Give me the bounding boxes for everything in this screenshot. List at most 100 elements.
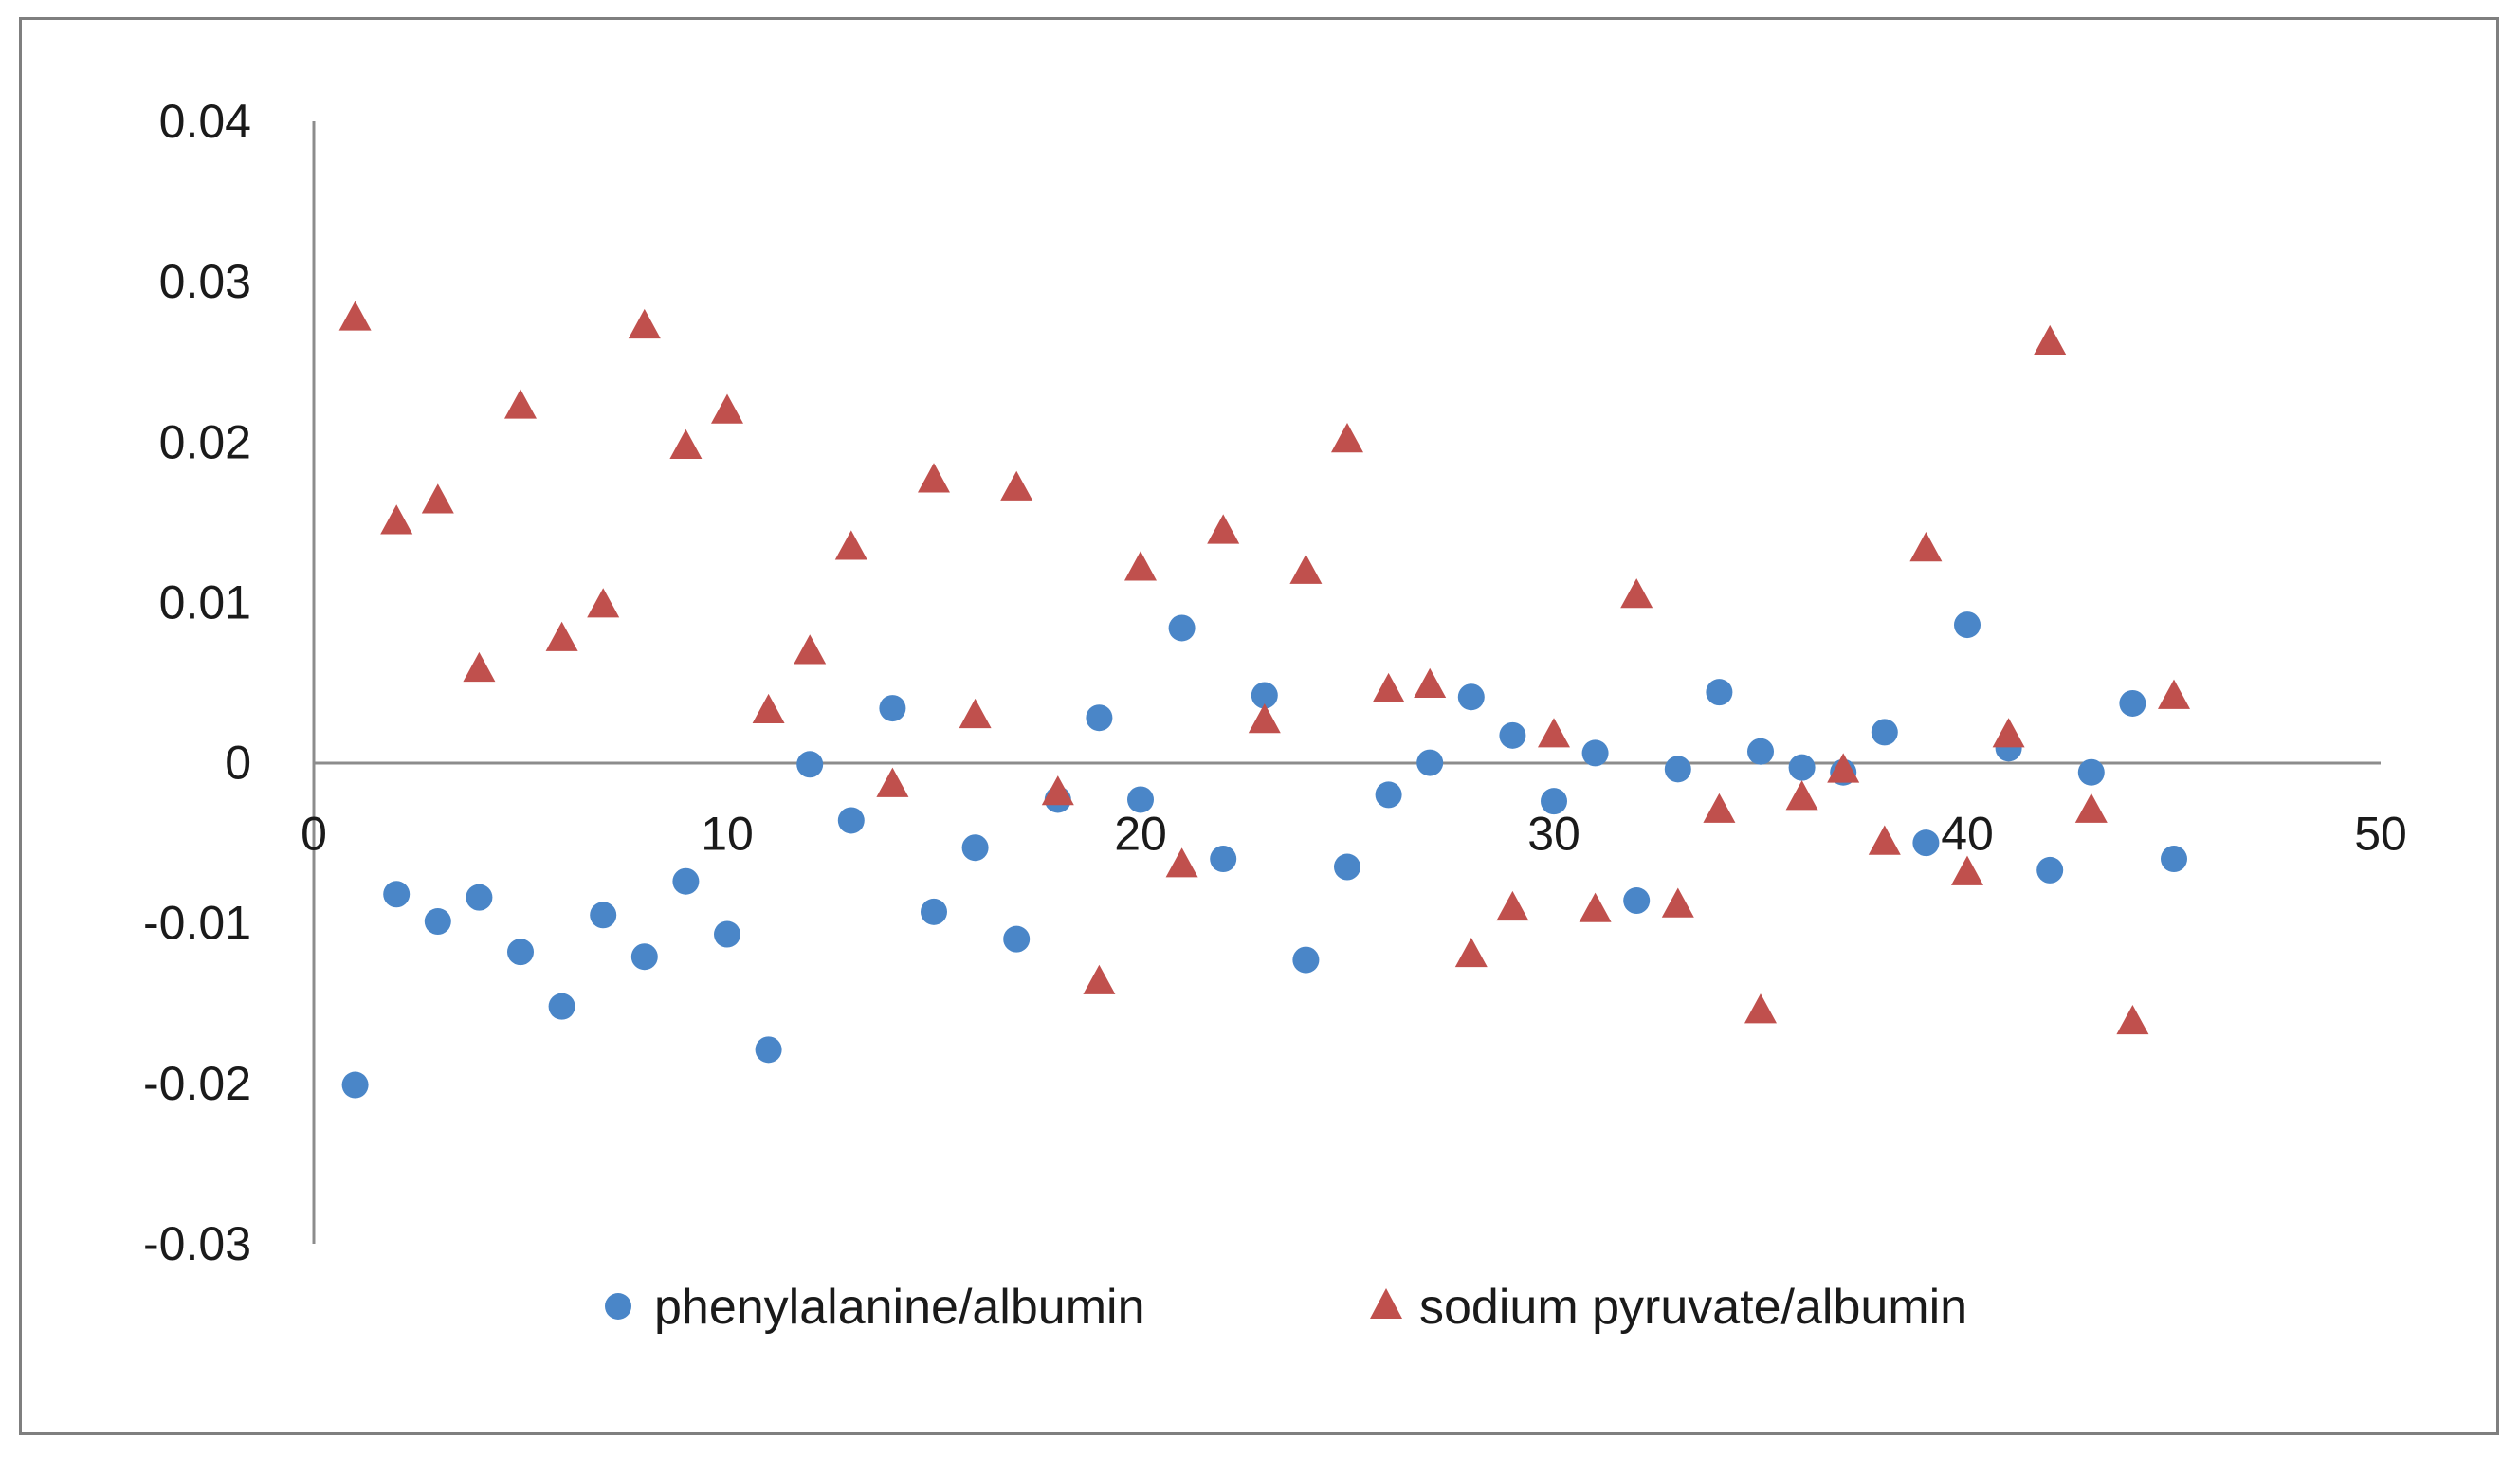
sodium-pyruvate-point (918, 463, 950, 493)
phenylalanine-point (2161, 846, 2187, 873)
y-tick-label: 0.03 (159, 255, 251, 308)
x-tick-label: 30 (1527, 808, 1580, 861)
legend-label-sodium-pyruvate: sodium pyruvate/albumin (1419, 1280, 1967, 1335)
phenylalanine-point (2036, 856, 2064, 884)
sodium-pyruvate-point (1248, 702, 1281, 734)
phenylalanine-point (424, 908, 451, 936)
sodium-pyruvate-point (1620, 578, 1653, 609)
phenylalanine-point (1457, 683, 1485, 711)
sodium-pyruvate-point (752, 693, 785, 724)
sodium-pyruvate-point (834, 530, 867, 560)
phenylalanine-point (961, 834, 989, 862)
phenylalanine-point (1375, 781, 1402, 809)
series-1 (338, 301, 2190, 1035)
sodium-pyruvate-point (1703, 793, 1736, 823)
sodium-pyruvate-point (1579, 892, 1612, 922)
sodium-pyruvate-point (1000, 470, 1033, 501)
phenylalanine-point (1334, 853, 1360, 881)
legend-circle-icon (605, 1293, 631, 1320)
sodium-pyruvate-point (2074, 793, 2108, 823)
phenylalanine-point (548, 993, 575, 1020)
y-tick-label: 0.01 (159, 575, 251, 629)
phenylalanine-point (921, 898, 947, 925)
sodium-pyruvate-point (463, 651, 496, 683)
sodium-pyruvate-point (794, 634, 827, 665)
phenylalanine-point (1003, 925, 1031, 953)
phenylalanine-point (1210, 846, 1237, 873)
sodium-pyruvate-point (504, 389, 537, 419)
phenylalanine-point (1788, 754, 1816, 781)
legend-label-phenylalanine: phenylalanine/albumin (654, 1280, 1145, 1335)
y-tick-label: -0.03 (143, 1217, 251, 1270)
x-tick-labels: 0 10 20 30 40 50 (301, 808, 2407, 861)
sodium-pyruvate-point (1496, 890, 1529, 921)
phenylalanine-point (383, 881, 411, 908)
sodium-pyruvate-point (876, 767, 909, 797)
sodium-pyruvate-point (1661, 887, 1694, 918)
sodium-pyruvate-point (1454, 937, 1488, 968)
phenylalanine-point (1292, 946, 1320, 974)
sodium-pyruvate-point (1744, 993, 1777, 1024)
sodium-pyruvate-point (669, 428, 703, 459)
phenylalanine-point (1623, 887, 1651, 915)
sodium-pyruvate-point (421, 483, 454, 514)
y-tick-label: -0.02 (143, 1057, 251, 1110)
sodium-pyruvate-point (2034, 324, 2067, 355)
sodium-pyruvate-point (1124, 551, 1157, 581)
sodium-pyruvate-point (711, 393, 743, 424)
sodium-pyruvate-point (1331, 422, 1363, 453)
phenylalanine-point (1499, 721, 1526, 749)
sodium-pyruvate-point (628, 308, 661, 339)
phenylalanine-point (341, 1071, 369, 1099)
y-tick-label: 0.02 (159, 415, 251, 468)
sodium-pyruvate-point (1992, 718, 2025, 748)
x-tick-label: 40 (1941, 808, 1994, 861)
phenylalanine-point (630, 943, 658, 971)
y-tick-labels: -0.03 -0.02 -0.01 0 0.01 0.02 0.03 0.04 (143, 95, 251, 1270)
sodium-pyruvate-point (545, 621, 578, 651)
phenylalanine-point (672, 867, 700, 895)
sodium-pyruvate-point (1827, 753, 1860, 783)
data-points (338, 301, 2190, 1099)
phenylalanine-point (879, 695, 906, 722)
phenylalanine-point (2119, 689, 2146, 717)
y-tick-label: 0 (225, 737, 251, 790)
phenylalanine-point (1251, 682, 1278, 709)
phenylalanine-point (837, 807, 865, 834)
axes (312, 121, 2381, 1244)
phenylalanine-point (2077, 758, 2105, 786)
phenylalanine-point (1706, 679, 1733, 706)
sodium-pyruvate-point (1289, 554, 1323, 584)
phenylalanine-point (796, 751, 824, 778)
sodium-pyruvate-point (1041, 775, 1074, 806)
sodium-pyruvate-point (380, 504, 413, 535)
x-tick-label: 10 (701, 808, 754, 861)
y-tick-label: 0.04 (159, 95, 251, 148)
series-0 (341, 611, 2187, 1099)
phenylalanine-point (1664, 756, 1691, 783)
sodium-pyruvate-point (1951, 855, 1983, 885)
legend-triangle-icon (1370, 1288, 1402, 1319)
sodium-pyruvate-point (1538, 718, 1570, 748)
phenylalanine-point (1086, 704, 1113, 732)
sodium-pyruvate-point (1909, 532, 1943, 562)
phenylalanine-point (590, 902, 617, 929)
sodium-pyruvate-point (1165, 847, 1198, 878)
phenylalanine-point (507, 939, 534, 966)
sodium-pyruvate-point (587, 588, 620, 618)
phenylalanine-point (1168, 614, 1196, 642)
phenylalanine-point (714, 920, 740, 948)
legend: phenylalanine/albumin sodium pyruvate/alb… (605, 1280, 1967, 1335)
phenylalanine-point (1127, 786, 1154, 813)
phenylalanine-point (1541, 788, 1567, 815)
sodium-pyruvate-point (1083, 964, 1116, 994)
x-tick-label: 0 (301, 808, 327, 861)
x-tick-label: 20 (1114, 808, 1167, 861)
phenylalanine-point (755, 1036, 782, 1064)
x-tick-label: 50 (2354, 808, 2407, 861)
sodium-pyruvate-point (1785, 780, 1818, 811)
phenylalanine-point (1954, 611, 1981, 639)
sodium-pyruvate-point (1868, 825, 1901, 855)
sodium-pyruvate-point (338, 301, 372, 331)
